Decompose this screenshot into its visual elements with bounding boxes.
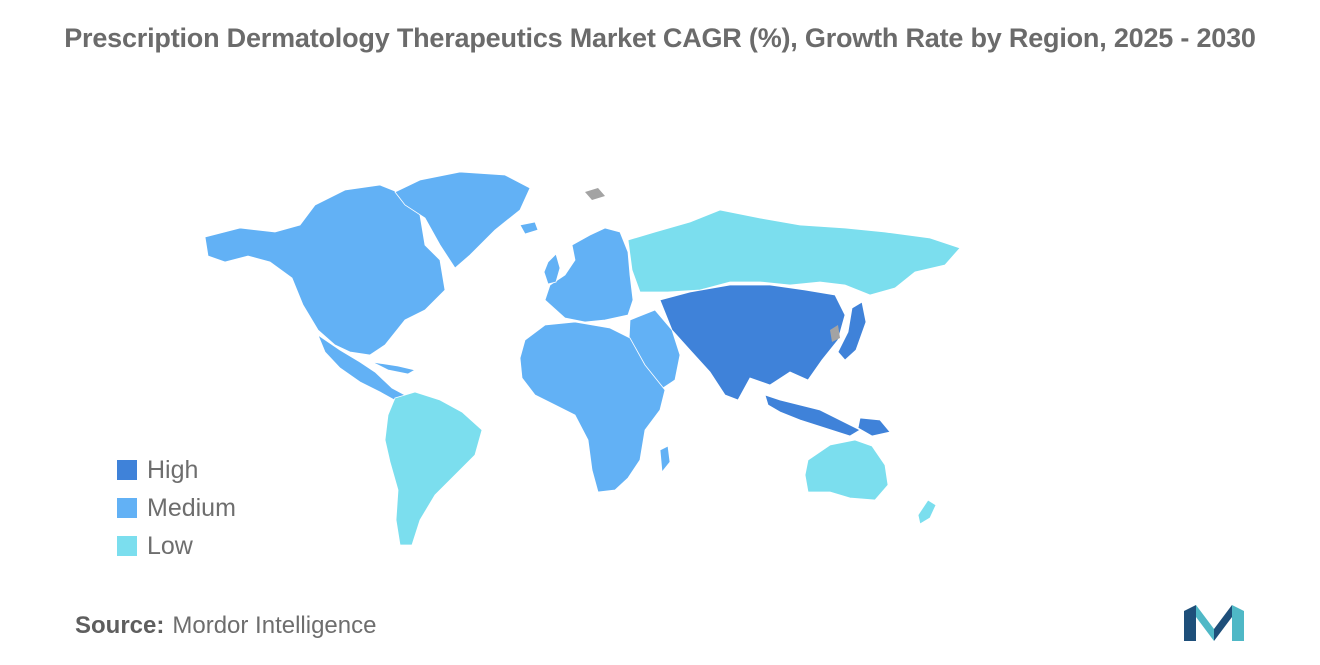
region-russia bbox=[627, 209, 961, 296]
legend-item-high: High bbox=[117, 451, 236, 489]
source-value: Mordor Intelligence bbox=[172, 612, 377, 639]
region-southeast-asia bbox=[764, 394, 861, 437]
world-map-svg bbox=[204, 171, 961, 546]
source-note: Source: Mordor Intelligence bbox=[75, 612, 376, 640]
legend-label-medium: Medium bbox=[147, 493, 236, 522]
region-europe bbox=[544, 227, 634, 323]
region-svalbard bbox=[585, 188, 605, 200]
world-map bbox=[0, 150, 1320, 570]
legend-swatch-low bbox=[117, 536, 137, 556]
legend-item-low: Low bbox=[117, 527, 236, 565]
region-korea-nodata bbox=[830, 325, 840, 342]
region-asia-pacific bbox=[659, 284, 846, 401]
region-indonesia-east bbox=[857, 417, 891, 437]
legend-swatch-medium bbox=[117, 498, 137, 518]
logo-right-stroke bbox=[1232, 605, 1244, 641]
logo-left-stroke bbox=[1184, 605, 1196, 641]
legend: High Medium Low bbox=[117, 451, 236, 565]
legend-label-high: High bbox=[147, 455, 199, 484]
region-south-america bbox=[384, 391, 483, 546]
source-label: Source: bbox=[75, 612, 165, 639]
region-north-america bbox=[204, 184, 446, 356]
region-iceland bbox=[519, 221, 539, 235]
region-africa bbox=[519, 321, 666, 493]
logo-right-diagonal bbox=[1214, 605, 1232, 641]
mordor-intelligence-logo bbox=[1184, 605, 1244, 641]
region-japan bbox=[837, 301, 867, 361]
region-greenland bbox=[394, 171, 531, 269]
region-madagascar bbox=[659, 445, 671, 474]
region-new-zealand bbox=[917, 499, 937, 525]
region-caribbean bbox=[371, 361, 417, 375]
logo-left-diagonal bbox=[1196, 605, 1214, 641]
chart-title: Prescription Dermatology Therapeutics Ma… bbox=[64, 23, 1256, 53]
legend-item-medium: Medium bbox=[117, 489, 236, 527]
legend-label-low: Low bbox=[147, 531, 193, 560]
region-australia bbox=[804, 439, 889, 501]
legend-swatch-high bbox=[117, 460, 137, 480]
region-uk bbox=[543, 253, 561, 285]
